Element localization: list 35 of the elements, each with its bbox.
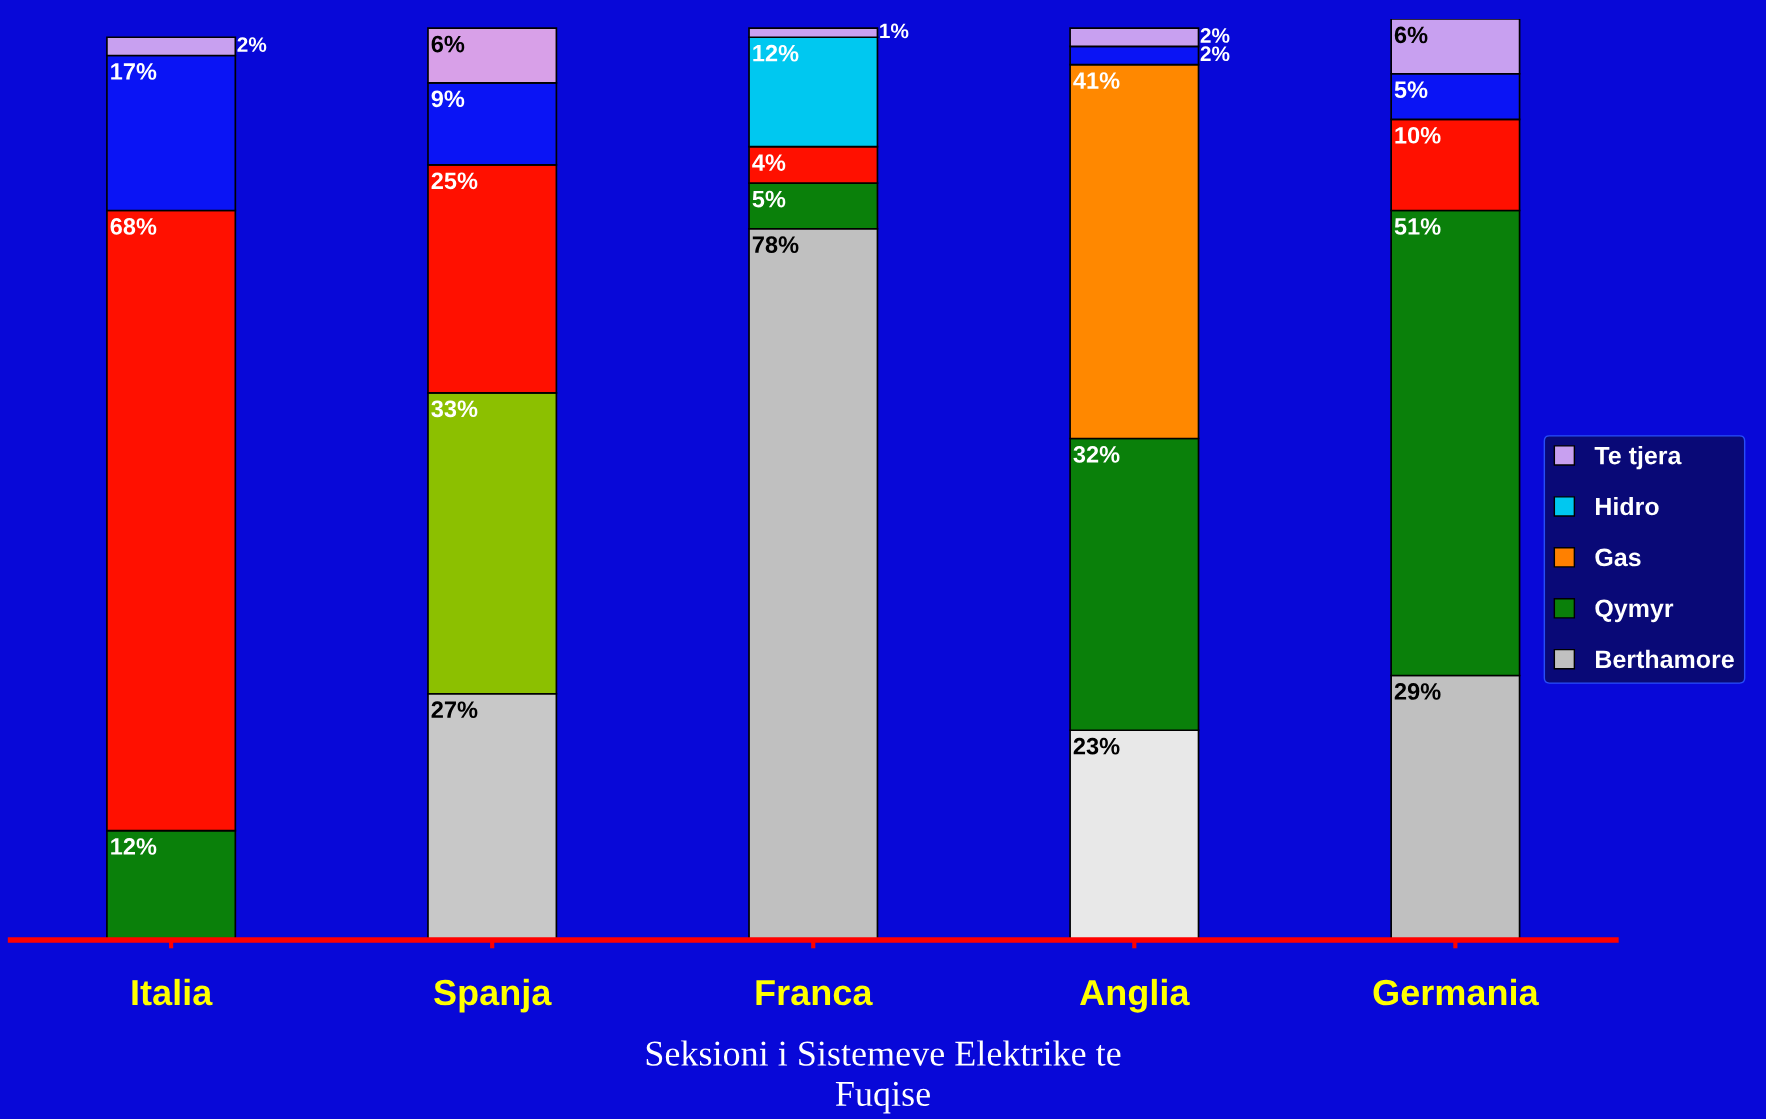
data-label: 68% (110, 218, 157, 235)
data-label: 2% (1200, 28, 1230, 43)
legend-label: Hidro (1596, 496, 1659, 516)
text: Seksioni i Sistemeve Elektrike te Fuqise (646, 1040, 1121, 1114)
data-label: 9% (431, 90, 465, 108)
data-label: 32% (1073, 446, 1120, 463)
x-tick-label: Franca (756, 980, 873, 1006)
data-label: 23% (1073, 737, 1120, 755)
data-label: 27% (431, 701, 478, 719)
x-tick-label: Anglia (1080, 978, 1190, 1013)
data-label: 1% (880, 23, 909, 39)
data-label: 2% (1200, 46, 1230, 62)
data-label: 51% (1394, 218, 1441, 235)
legend-label: Te tjera (1594, 446, 1682, 470)
data-label: 25% (431, 172, 478, 190)
data-label: 5% (752, 190, 786, 208)
data-label: 6% (1394, 26, 1428, 44)
x-tick-label: Italia (132, 978, 213, 1006)
data-label: 2% (237, 37, 267, 52)
data-label: 10% (1395, 126, 1441, 144)
x-tick-label: Germania (1373, 978, 1539, 1006)
legend-label: Gas (1595, 548, 1641, 567)
data-label: 78% (752, 236, 799, 254)
data-label: 41% (1073, 72, 1120, 89)
legend-label: Qymyr (1595, 599, 1674, 623)
data-label: 29% (1394, 683, 1441, 700)
data-label: 17% (111, 63, 157, 80)
data-label: 33% (431, 400, 478, 418)
data-label: 12% (111, 838, 157, 855)
data-label: 12% (753, 44, 799, 62)
legend-label: Berthamore (1596, 649, 1734, 669)
data-label: 6% (431, 35, 465, 53)
data-label: 4% (752, 154, 786, 171)
x-tick-label: Spanja (434, 978, 552, 1013)
data-label: 5% (1394, 81, 1428, 99)
